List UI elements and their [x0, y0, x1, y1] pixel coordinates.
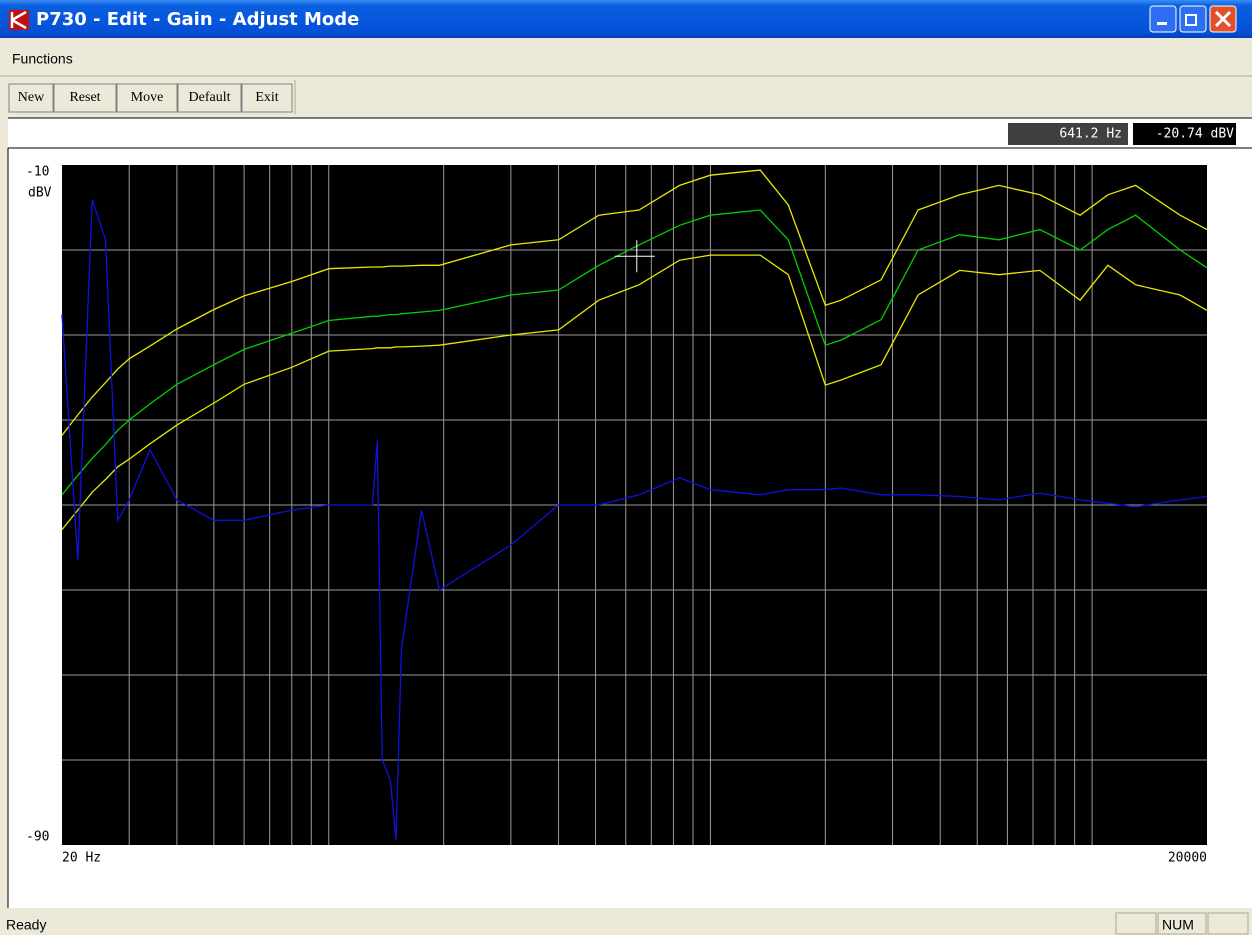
x-tick-label: 20000: [1168, 851, 1207, 866]
toolbar-button[interactable]: [177, 83, 242, 113]
series-line: [61, 199, 1208, 840]
toolbar-button-label[interactable]: Move: [131, 90, 164, 105]
toolbar-button-label[interactable]: Reset: [69, 90, 100, 105]
window-title: P730 - Edit - Gain - Adjust Mode: [36, 9, 359, 30]
series-line: [61, 209, 1208, 496]
app-icon-glyph: [10, 10, 27, 30]
y-axis-label: dBV: [28, 186, 52, 201]
menu-item[interactable]: Functions: [12, 51, 73, 67]
status-indicator: NUM: [1162, 917, 1194, 933]
level-readout: [1133, 123, 1236, 145]
y-tick-label: -90: [26, 830, 49, 845]
toolbar-button-label[interactable]: New: [18, 90, 45, 105]
status-text: Ready: [6, 917, 46, 933]
app-icon: [9, 10, 29, 30]
toolbar-button[interactable]: [241, 83, 293, 113]
level-readout-text: -20.74 dBV: [1156, 127, 1234, 142]
title-bar: [0, 0, 1252, 38]
series-line: [61, 169, 1208, 436]
series-line: [61, 254, 1208, 531]
minimize-button[interactable]: [1149, 5, 1177, 33]
toolbar-button[interactable]: [116, 83, 178, 113]
x-tick-label: 20 Hz: [62, 851, 101, 866]
toolbar-button-label[interactable]: Exit: [255, 90, 278, 105]
status-pane: [1115, 912, 1157, 935]
plot: -10 -90 20 Hz 20000: [26, 165, 1208, 866]
restore-button[interactable]: [1179, 5, 1207, 33]
close-glyph: [1214, 10, 1232, 28]
toolbar-button[interactable]: [8, 83, 54, 113]
status-pane: [1207, 912, 1249, 935]
toolbar: New Reset Move Default Exit: [8, 80, 296, 114]
freq-readout: [1008, 123, 1128, 145]
toolbar-button[interactable]: [53, 83, 117, 113]
y-tick-label: -10: [26, 165, 49, 180]
toolbar-button-label[interactable]: Default: [189, 90, 231, 105]
restore-glyph: [1185, 14, 1197, 26]
status-pane: [1157, 912, 1207, 935]
freq-readout-text: 641.2 Hz: [1059, 127, 1122, 142]
minimize-glyph: [1157, 22, 1167, 25]
